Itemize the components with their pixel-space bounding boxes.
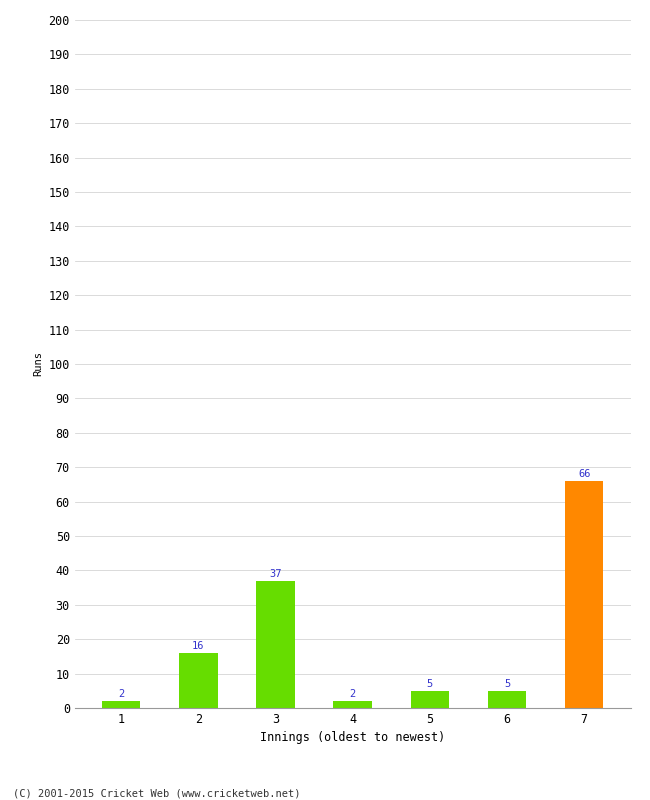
X-axis label: Innings (oldest to newest): Innings (oldest to newest) — [260, 731, 445, 745]
Y-axis label: Runs: Runs — [33, 351, 43, 377]
Text: 16: 16 — [192, 642, 205, 651]
Text: 5: 5 — [426, 679, 433, 689]
Bar — [179, 653, 218, 708]
Text: 5: 5 — [504, 679, 510, 689]
Text: 2: 2 — [350, 690, 356, 699]
Bar — [102, 701, 140, 708]
Text: 2: 2 — [118, 690, 124, 699]
Bar — [256, 581, 294, 708]
Text: 37: 37 — [269, 569, 281, 579]
Bar — [411, 690, 449, 708]
Bar — [333, 701, 372, 708]
Bar — [565, 481, 603, 708]
Text: 66: 66 — [578, 470, 590, 479]
Bar — [488, 690, 526, 708]
Text: (C) 2001-2015 Cricket Web (www.cricketweb.net): (C) 2001-2015 Cricket Web (www.cricketwe… — [13, 788, 300, 798]
